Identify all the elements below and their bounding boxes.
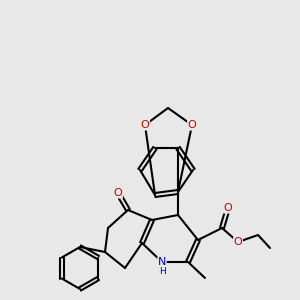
Text: O: O — [114, 188, 122, 198]
Text: N: N — [158, 257, 166, 267]
Text: O: O — [224, 203, 232, 213]
Text: H: H — [159, 266, 165, 275]
Text: O: O — [188, 120, 196, 130]
Text: O: O — [141, 120, 149, 130]
Text: O: O — [234, 237, 242, 247]
